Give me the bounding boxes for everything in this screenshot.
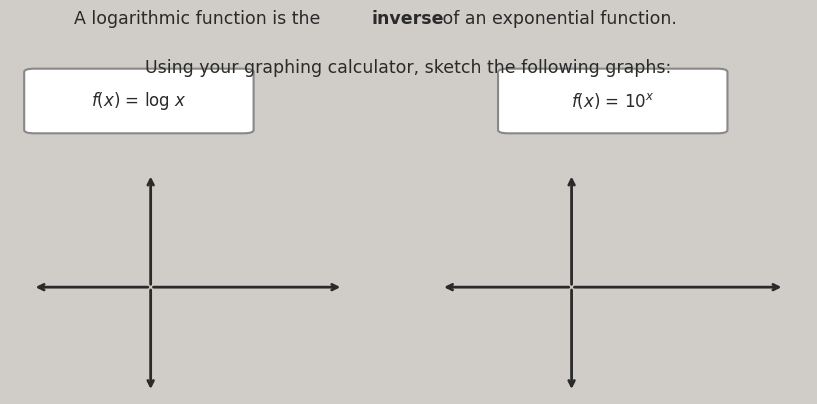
Text: Using your graphing calculator, sketch the following graphs:: Using your graphing calculator, sketch t… [145,59,672,77]
Text: A logarithmic function is the: A logarithmic function is the [74,10,325,28]
Text: $\it{f}$($\it{x}$) = log $\it{x}$: $\it{f}$($\it{x}$) = log $\it{x}$ [91,90,187,112]
FancyBboxPatch shape [498,69,727,133]
Text: $\it{f}$($\it{x}$) = 10$^{\it{x}}$: $\it{f}$($\it{x}$) = 10$^{\it{x}}$ [571,91,654,111]
FancyBboxPatch shape [25,69,253,133]
Text: inverse: inverse [372,10,444,28]
Text: of an exponential function.: of an exponential function. [437,10,677,28]
